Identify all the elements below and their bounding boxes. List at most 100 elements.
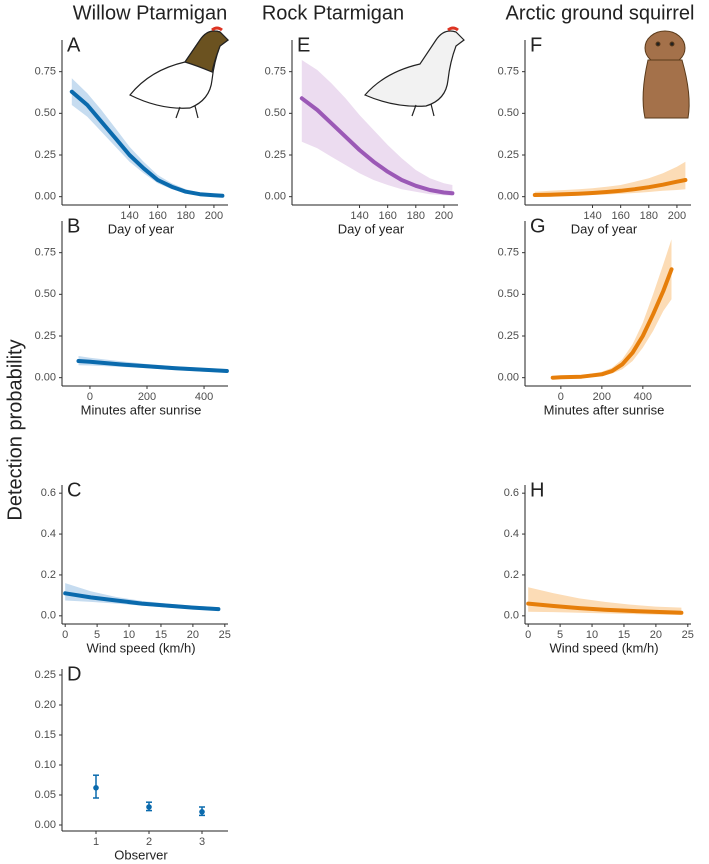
arctic-ground-squirrel-illustration (642, 30, 690, 119)
y-tick-label: 0.25 (35, 669, 56, 681)
x-tick-label: 160 (378, 210, 396, 222)
y-tick-label: 0.6 (504, 487, 519, 499)
panel-label: E (297, 34, 310, 56)
rock-ptarmigan-illustration (364, 26, 465, 117)
x-tick-label: 15 (155, 629, 167, 641)
panel-label: H (530, 479, 544, 501)
x-tick-label: 10 (586, 629, 598, 641)
y-tick-label: 0.25 (498, 330, 519, 342)
x-axis-label: Day of year (338, 221, 405, 236)
y-tick-label: 0.00 (498, 191, 519, 203)
x-tick-label: 200 (205, 210, 223, 222)
x-tick-label: 2 (146, 836, 152, 848)
x-tick-label: 160 (611, 210, 629, 222)
x-axis-label: Day of year (571, 221, 638, 236)
fitted-line (550, 267, 674, 380)
willow-ptarmigan-illustration (129, 26, 229, 119)
x-tick-label: 140 (583, 210, 601, 222)
y-tick-label: 0.00 (265, 191, 286, 203)
fitted-line (63, 591, 221, 612)
fitted-line (76, 359, 229, 373)
x-axis-label: Minutes after sunrise (81, 402, 202, 417)
y-tick-label: 0.50 (35, 288, 56, 300)
y-tick-label: 0.75 (498, 66, 519, 78)
fitted-line (532, 178, 688, 197)
y-tick-label: 0.00 (35, 191, 56, 203)
x-tick-label: 3 (199, 836, 205, 848)
x-tick-label: 200 (668, 210, 686, 222)
y-tick-label: 0.00 (498, 372, 519, 384)
y-tick-label: 0.2 (41, 569, 56, 581)
point (199, 809, 205, 815)
fitted-line (526, 601, 684, 615)
x-tick-label: 15 (618, 629, 630, 641)
y-tick-label: 0.50 (35, 107, 56, 119)
confidence-band (552, 239, 672, 378)
x-tick-label: 180 (407, 210, 425, 222)
y-tick-label: 0.50 (265, 107, 286, 119)
column-title: Arctic ground squirrel (506, 2, 695, 24)
column-title: Rock Ptarmigan (262, 2, 404, 24)
y-tick-label: 0.10 (35, 759, 56, 771)
y-tick-label: 0.50 (498, 288, 519, 300)
x-tick-label: 1 (93, 836, 99, 848)
y-tick-label: 0.75 (35, 66, 56, 78)
y-tick-label: 0.00 (35, 819, 56, 831)
panel-label: C (67, 479, 81, 501)
y-tick-label: 0.6 (41, 487, 56, 499)
panel-label: G (530, 215, 546, 237)
x-tick-label: 140 (350, 210, 368, 222)
x-axis-label: Observer (114, 847, 168, 862)
y-tick-label: 0.0 (41, 610, 56, 622)
x-tick-label: 140 (120, 210, 138, 222)
x-tick-label: 20 (187, 629, 199, 641)
point (146, 804, 152, 810)
panel-label: F (530, 34, 542, 56)
fitted-line (69, 89, 225, 198)
x-tick-label: 0 (558, 391, 564, 403)
x-axis-label: Wind speed (km/h) (549, 640, 658, 655)
y-tick-label: 0.75 (498, 247, 519, 259)
y-tick-label: 0.25 (35, 330, 56, 342)
y-tick-label: 0.4 (504, 528, 519, 540)
y-tick-label: 0.25 (35, 149, 56, 161)
confidence-band (301, 60, 453, 196)
x-tick-label: 0 (525, 629, 531, 641)
x-tick-label: 400 (195, 391, 213, 403)
point (93, 785, 99, 791)
y-tick-label: 0.4 (41, 528, 56, 540)
x-axis-label: Wind speed (km/h) (86, 640, 195, 655)
x-tick-label: 0 (62, 629, 68, 641)
x-tick-label: 0 (87, 391, 93, 403)
x-tick-label: 180 (640, 210, 658, 222)
x-tick-label: 200 (593, 391, 611, 403)
y-tick-label: 0.75 (265, 66, 286, 78)
x-tick-label: 160 (148, 210, 166, 222)
x-tick-label: 20 (650, 629, 662, 641)
y-tick-label: 0.25 (498, 149, 519, 161)
y-tick-label: 0.05 (35, 789, 56, 801)
x-tick-label: 400 (634, 391, 652, 403)
y-tick-label: 0.15 (35, 729, 56, 741)
y-tick-label: 0.2 (504, 569, 519, 581)
x-tick-label: 200 (138, 391, 156, 403)
x-tick-label: 5 (557, 629, 563, 641)
x-axis-label: Day of year (108, 221, 175, 236)
y-tick-label: 0.20 (35, 699, 56, 711)
panel-label: B (67, 215, 80, 237)
y-tick-label: 0.50 (498, 107, 519, 119)
panel-label: A (67, 34, 81, 56)
y-tick-label: 0.25 (265, 149, 286, 161)
x-tick-label: 10 (123, 629, 135, 641)
x-tick-label: 5 (94, 629, 100, 641)
fitted-line (299, 96, 455, 196)
column-title: Willow Ptarmigan (73, 2, 227, 24)
x-axis-label: Minutes after sunrise (544, 402, 665, 417)
x-tick-label: 25 (682, 629, 694, 641)
x-tick-label: 180 (177, 210, 195, 222)
y-tick-label: 0.00 (35, 372, 56, 384)
x-tick-label: 25 (219, 629, 231, 641)
panel-label: D (67, 663, 81, 685)
y-tick-label: 0.75 (35, 247, 56, 259)
